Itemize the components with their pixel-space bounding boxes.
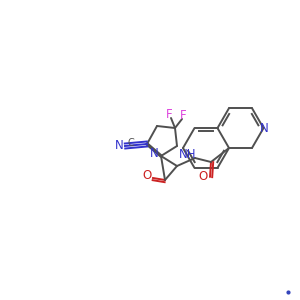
Text: C: C [128,138,134,148]
Text: F: F [166,109,172,122]
Text: O: O [198,170,208,184]
Text: N: N [260,122,269,135]
Text: O: O [142,169,152,182]
Text: NH: NH [179,148,197,161]
Text: N: N [115,140,123,152]
Text: N: N [150,148,158,160]
Text: F: F [180,110,186,122]
